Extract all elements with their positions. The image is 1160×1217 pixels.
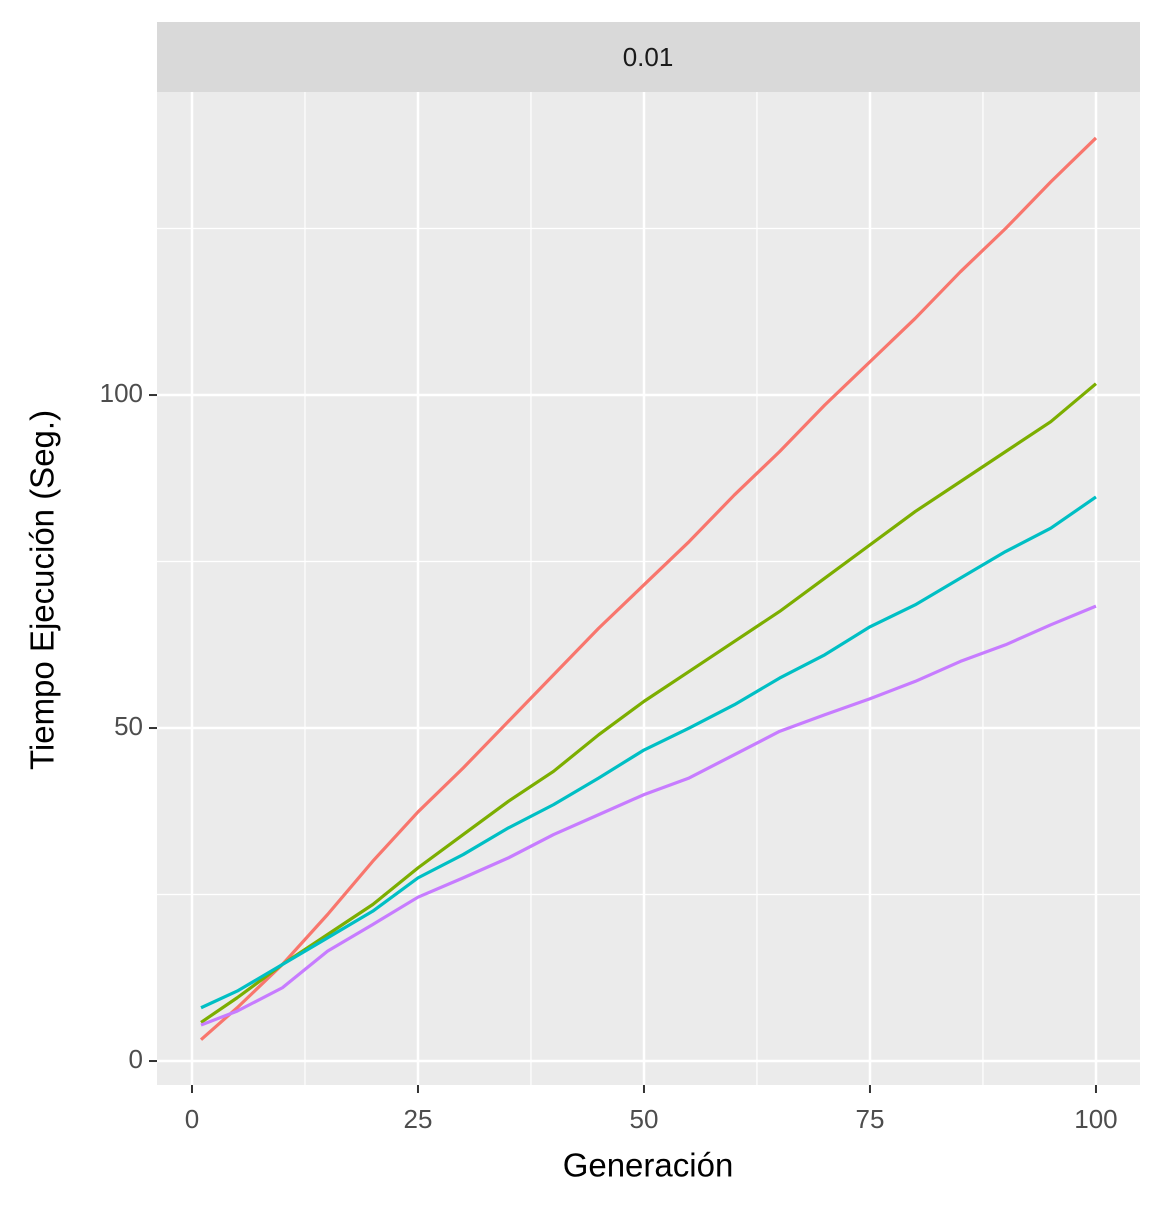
- y-axis-label: Tiempo Ejecución (Seg.): [24, 410, 61, 770]
- facet-strip: [157, 22, 1140, 92]
- series-line: [200, 604, 1097, 1027]
- x-axis-label: Generación: [563, 1147, 734, 1184]
- y-tick-label: 100: [100, 378, 143, 408]
- x-tick-label: 75: [856, 1104, 885, 1134]
- series-line: [200, 382, 1098, 1024]
- x-tick-label: 50: [630, 1104, 659, 1134]
- x-tick-label: 25: [404, 1104, 433, 1134]
- y-tick-label: 0: [129, 1044, 143, 1074]
- x-tick-label: 100: [1074, 1104, 1117, 1134]
- y-tick-label: 50: [114, 711, 143, 741]
- x-tick-label: 0: [185, 1104, 199, 1134]
- series-line: [199, 136, 1098, 1041]
- series-line: [200, 495, 1097, 1010]
- facet-label: 0.01: [623, 42, 674, 72]
